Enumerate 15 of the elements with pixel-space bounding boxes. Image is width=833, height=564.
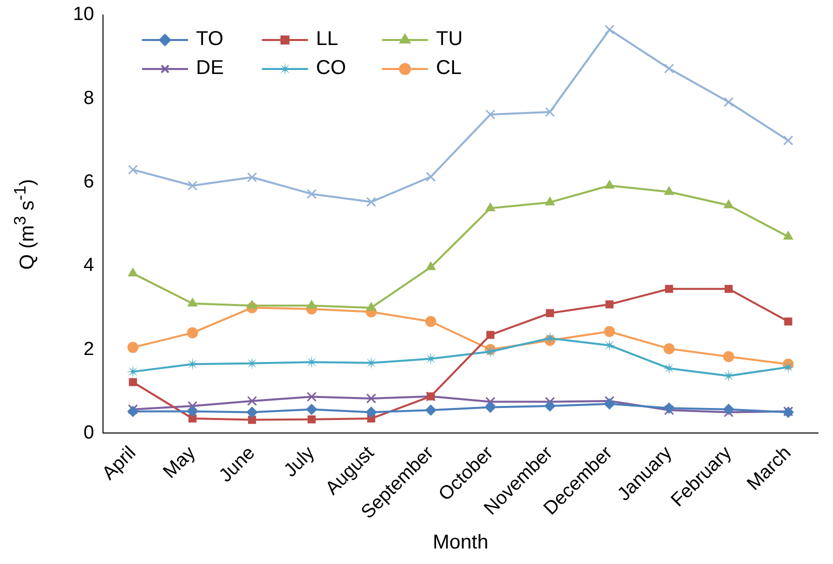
legend-label: CO: [316, 57, 346, 80]
legend-label: TU: [436, 28, 463, 51]
legend-label: CL: [436, 57, 462, 80]
x-tick-label: July: [280, 442, 320, 482]
y-tick-label: 4: [84, 255, 95, 276]
legend-label: TO: [196, 28, 224, 51]
x-tick-label: May: [159, 442, 200, 483]
y-tick-label: 6: [84, 172, 94, 192]
y-tick-label: 0: [84, 422, 94, 444]
y-tick-label: 2: [84, 338, 94, 360]
legend-label: DE: [196, 57, 224, 80]
x-axis-title: Month: [432, 532, 488, 554]
legend-label: LL: [316, 28, 338, 51]
y-tick-label: 10: [72, 4, 94, 26]
y-tick-label: 8: [84, 88, 94, 109]
